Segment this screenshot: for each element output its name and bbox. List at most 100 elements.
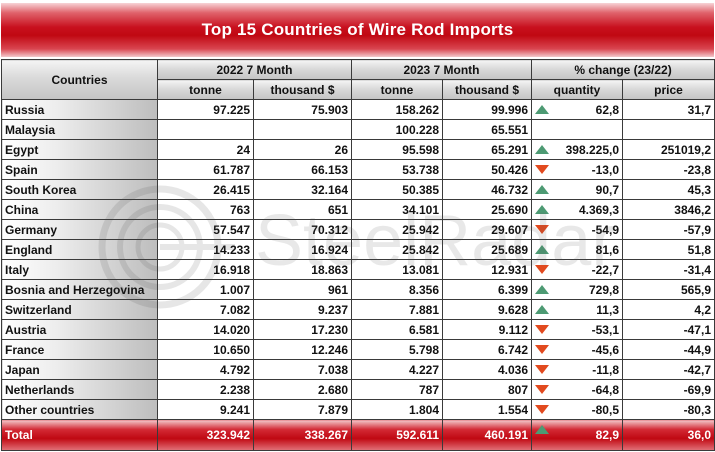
- arrow-up-icon: [535, 205, 549, 214]
- table-row: Malaysia 100.228 65.551: [1, 119, 715, 140]
- tonne-2023-cell: 592.611: [351, 419, 443, 451]
- tonne-2023-value: 6.581: [408, 322, 439, 337]
- thousand-2023-cell: 807: [442, 379, 532, 400]
- thousand-2022-cell: 70.312: [253, 219, 352, 240]
- arrow-up-icon: [535, 185, 549, 194]
- country-cell: Spain: [1, 159, 158, 180]
- country-value: Japan: [5, 362, 40, 377]
- quantity-change-cell: 90,7: [531, 179, 623, 200]
- price-change-cell: 251019,2: [622, 139, 715, 160]
- table-row: Spain 61.787 66.153 53.738 50.426 -13,0 -23,8: [1, 159, 715, 180]
- arrow-down-icon: [535, 405, 549, 414]
- thousand-2023-value: 99.996: [491, 102, 528, 117]
- country-cell: Bosnia and Herzegovina: [1, 279, 158, 300]
- thousand-2022-value: 338.267: [304, 428, 348, 442]
- quantity-change-value: -13,0: [591, 162, 619, 177]
- price-change-value: -57,9: [683, 222, 711, 237]
- country-value: England: [5, 242, 53, 257]
- quantity-change-cell: -45,6: [531, 339, 623, 360]
- tonne-2023-cell: 34.101: [351, 199, 443, 220]
- quantity-change-cell: -11,8: [531, 359, 623, 380]
- thousand-2022-value: 70.312: [311, 222, 348, 237]
- thousand-2022-cell: 338.267: [253, 419, 352, 451]
- tonne-2023-cell: 53.738: [351, 159, 443, 180]
- thousand-2023-value: 9.628: [497, 302, 528, 317]
- price-change-cell: -57,9: [622, 219, 715, 240]
- table-row: Other countries 9.241 7.879 1.804 1.554 -80,5…: [1, 399, 715, 420]
- country-cell: Italy: [1, 259, 158, 280]
- thousand-2022-value: 18.863: [311, 262, 348, 277]
- header-group-change: % change (23/22): [531, 59, 715, 80]
- thousand-2022-cell: 26: [253, 139, 352, 160]
- header-thousand-2023: thousand $: [442, 79, 532, 100]
- tonne-2022-cell: 24: [157, 139, 254, 160]
- header-tonne-2022: tonne: [157, 79, 254, 100]
- country-value: Bosnia and Herzegovina: [5, 282, 145, 297]
- thousand-2023-cell: 6.399: [442, 279, 532, 300]
- country-cell: France: [1, 339, 158, 360]
- country-cell: Egypt: [1, 139, 158, 160]
- tonne-2022-cell: 57.547: [157, 219, 254, 240]
- quantity-change-value: -54,9: [591, 222, 619, 237]
- price-change-value: 565,9: [680, 282, 711, 297]
- thousand-2022-value: 7.038: [317, 362, 348, 377]
- tonne-2022-value: 10.650: [213, 342, 250, 357]
- tonne-2023-cell: 158.262: [351, 99, 443, 120]
- arrow-up-icon: [535, 145, 549, 154]
- arrow-down-icon: [535, 265, 549, 274]
- thousand-2023-value: 460.191: [484, 428, 528, 442]
- table-row: Japan 4.792 7.038 4.227 4.036 -11,8 -42,7: [1, 359, 715, 380]
- thousand-2023-value: 6.399: [497, 282, 528, 297]
- price-change-value: -69,9: [683, 382, 711, 397]
- tonne-2022-value: 97.225: [213, 102, 250, 117]
- tonne-2022-value: 4.792: [219, 362, 250, 377]
- price-change-value: 36,0: [687, 428, 711, 442]
- tonne-2023-value: 592.611: [396, 428, 439, 442]
- country-cell: Germany: [1, 219, 158, 240]
- tonne-2023-value: 158.262: [395, 102, 439, 117]
- quantity-change-value: -80,5: [591, 402, 619, 417]
- price-change-cell: 31,7: [622, 99, 715, 120]
- tonne-2022-cell: 97.225: [157, 99, 254, 120]
- table-row: Austria 14.020 17.230 6.581 9.112 -53,1 -47,1: [1, 319, 715, 340]
- country-value: South Korea: [5, 182, 77, 197]
- price-change-cell: -44,9: [622, 339, 715, 360]
- tonne-2022-cell: 763: [157, 199, 254, 220]
- tonne-2022-cell: 16.918: [157, 259, 254, 280]
- price-change-value: -42,7: [683, 362, 711, 377]
- price-change-value: -31,4: [683, 262, 711, 277]
- thousand-2023-value: 1.554: [497, 402, 528, 417]
- price-change-value: 4,2: [694, 302, 711, 317]
- thousand-2023-cell: 4.036: [442, 359, 532, 380]
- tonne-2023-value: 1.804: [408, 402, 439, 417]
- thousand-2022-cell: [253, 119, 352, 140]
- thousand-2022-cell: 7.879: [253, 399, 352, 420]
- thousand-2022-value: 651: [327, 202, 348, 217]
- title-bar: Top 15 Countries of Wire Rod Imports: [1, 3, 714, 57]
- price-change-cell: -47,1: [622, 319, 715, 340]
- thousand-2022-value: 75.903: [311, 102, 348, 117]
- arrow-down-icon: [535, 385, 549, 394]
- country-cell: Switzerland: [1, 299, 158, 320]
- quantity-change-cell: [531, 119, 623, 140]
- thousand-2023-value: 25.689: [491, 242, 528, 257]
- quantity-change-value: 4.369,3: [578, 202, 619, 217]
- tonne-2022-value: 14.020: [213, 322, 250, 337]
- chart-title: Top 15 Countries of Wire Rod Imports: [201, 20, 514, 39]
- thousand-2023-value: 25.690: [491, 202, 528, 217]
- arrow-down-icon: [535, 345, 549, 354]
- country-value: Netherlands: [5, 382, 75, 397]
- thousand-2023-cell: 9.112: [442, 319, 532, 340]
- tonne-2022-cell: 4.792: [157, 359, 254, 380]
- thousand-2023-value: 65.291: [491, 142, 528, 157]
- country-cell: Austria: [1, 319, 158, 340]
- price-change-cell: -69,9: [622, 379, 715, 400]
- price-change-value: 3846,2: [674, 202, 711, 217]
- country-cell: Russia: [1, 99, 158, 120]
- tonne-2023-value: 50.385: [402, 182, 439, 197]
- price-change-cell: -80,3: [622, 399, 715, 420]
- quantity-change-value: 398.225,0: [565, 142, 619, 157]
- price-change-cell: 565,9: [622, 279, 715, 300]
- tonne-2022-value: 9.241: [219, 402, 250, 417]
- imports-table: Countries 2022 7 Month 2023 7 Month % ch…: [1, 59, 715, 451]
